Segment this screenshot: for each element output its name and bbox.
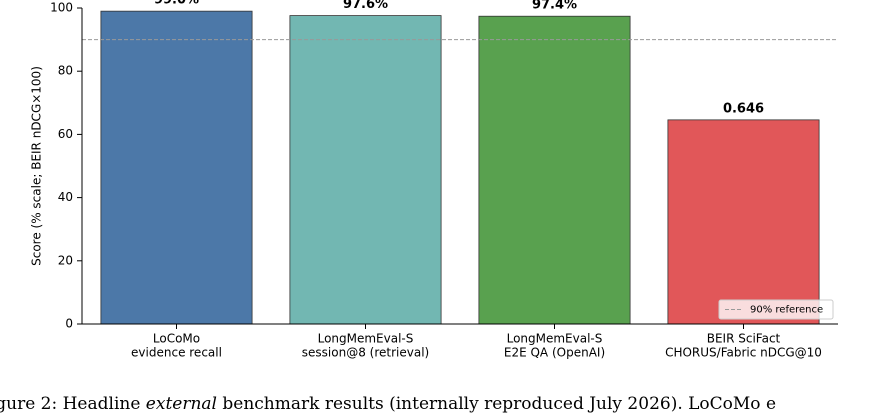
caption-part: benchmark results (internally reproduced… (217, 394, 776, 413)
legend-label: 90% reference (750, 305, 823, 316)
caption-part: Figure 2: Headline (0, 394, 146, 413)
y-tick-label: 100 (50, 1, 73, 15)
legend-box (718, 299, 834, 320)
x-tick-label: LoCoMo (153, 332, 200, 346)
bar (667, 119, 820, 325)
y-axis-label: Score (% scale; BEIR nDCG×100) (30, 66, 44, 266)
bar (289, 15, 442, 325)
caption: Figure 2: Headline external benchmark re… (0, 394, 776, 413)
legend: 90% reference (718, 299, 834, 320)
value-label: 97.4% (532, 0, 577, 13)
y-tick-label: 0 (65, 317, 73, 331)
y-tick-label: 60 (58, 127, 73, 141)
x-tick-label: BEIR SciFact (707, 332, 781, 346)
bar (478, 15, 631, 325)
x-tick-label: evidence recall (131, 346, 222, 360)
y-tick-label: 20 (58, 253, 73, 267)
x-tick-label: LongMemEval-S (318, 332, 414, 346)
value-label: 0.646 (723, 101, 764, 116)
x-tick-label: LongMemEval-S (507, 332, 603, 346)
value-label: 97.6% (343, 0, 388, 12)
y-tick-label: 40 (58, 190, 73, 204)
caption-part: external (146, 394, 217, 413)
value-label: 99.0% (154, 0, 199, 8)
x-tick-label: E2E QA (OpenAI) (504, 346, 605, 360)
bar (100, 10, 253, 325)
y-tick-label: 80 (58, 64, 73, 78)
x-tick-label: CHORUS/Fabric nDCG@10 (665, 346, 822, 360)
x-tick-label: session@8 (retrieval) (302, 346, 429, 360)
